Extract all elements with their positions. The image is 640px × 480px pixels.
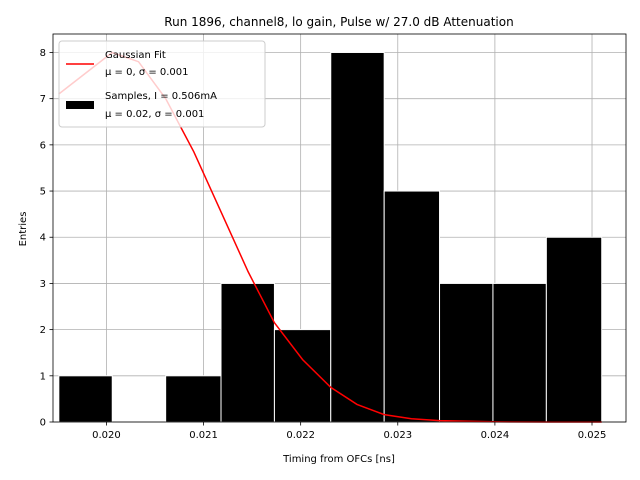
x-tick-label: 0.020 (92, 430, 121, 441)
x-tick-label: 0.021 (189, 430, 218, 441)
histogram-bar (165, 375, 222, 423)
y-tick-label: 6 (40, 140, 46, 151)
x-tick-label: 0.024 (481, 430, 510, 441)
y-tick-label: 4 (40, 233, 46, 244)
legend-samples-stats: μ = 0.02, σ = 0.001 (105, 109, 204, 120)
legend: Gaussian Fit μ = 0, σ = 0.001 Samples, I… (58, 40, 266, 128)
histogram-bar (220, 282, 275, 423)
x-axis-ticks: 0.020 0.021 0.022 0.023 0.024 0.025 (92, 422, 606, 441)
histogram-bar (492, 282, 547, 423)
y-tick-label: 2 (40, 325, 46, 336)
legend-fit-stats: μ = 0, σ = 0.001 (105, 67, 189, 78)
y-tick-label: 1 (40, 371, 46, 382)
legend-box (58, 40, 266, 128)
x-axis-label: Timing from OFCs [ns] (282, 454, 395, 465)
plot-frame (52, 33, 627, 423)
histogram-bar (439, 282, 494, 423)
y-tick-label: 8 (40, 48, 46, 59)
legend-samples-swatch (66, 101, 94, 109)
x-tick-label: 0.025 (578, 430, 607, 441)
histogram-bar (330, 51, 385, 423)
histogram-bar (383, 190, 441, 423)
legend-fit-label: Gaussian Fit (105, 50, 166, 61)
x-tick-label: 0.023 (383, 430, 412, 441)
y-axis-ticks: 0 1 2 3 4 5 6 7 8 (40, 48, 53, 429)
histogram-bar (273, 329, 332, 423)
y-axis-label: Entries (18, 212, 29, 247)
chart-title: Run 1896, channel8, lo gain, Pulse w/ 27… (164, 15, 513, 29)
y-tick-label: 5 (40, 187, 46, 198)
x-tick-label: 0.022 (286, 430, 315, 441)
y-tick-label: 0 (40, 418, 46, 429)
legend-samples-label: Samples, I = 0.506mA (105, 91, 217, 102)
histogram-bar (58, 375, 113, 423)
y-tick-label: 3 (40, 279, 46, 290)
histogram-bar (545, 236, 603, 423)
y-tick-label: 7 (40, 94, 46, 105)
